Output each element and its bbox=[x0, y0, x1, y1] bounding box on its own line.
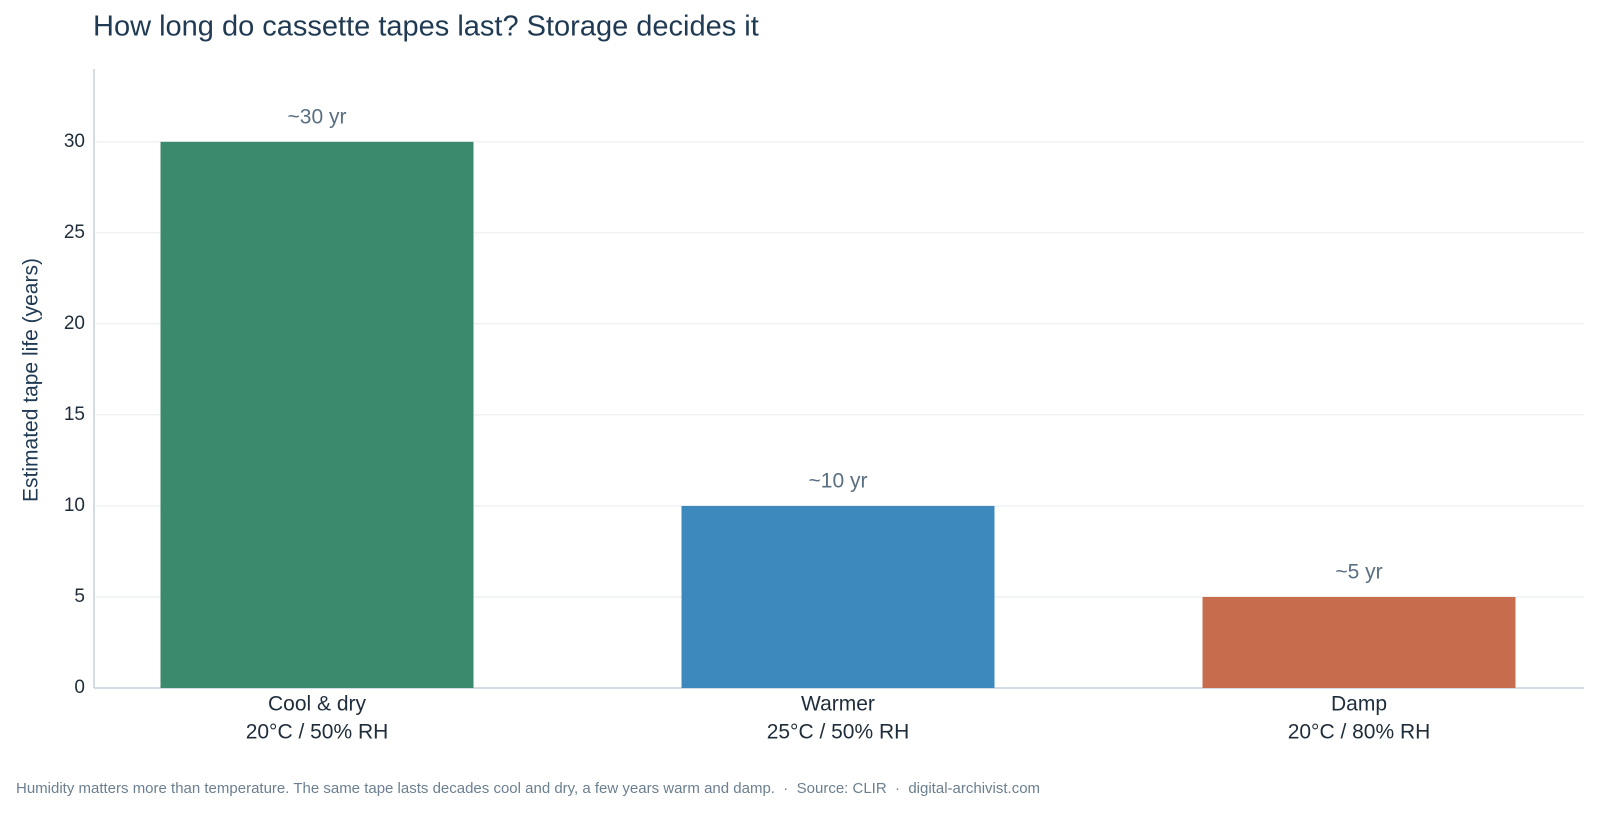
y-tick-label: 0 bbox=[74, 677, 85, 698]
x-tick-label: Warmer bbox=[801, 693, 875, 716]
value-label: ~5 yr bbox=[1335, 561, 1382, 584]
x-tick-label: 25°C / 50% RH bbox=[767, 721, 910, 744]
x-tick-label: 20°C / 50% RH bbox=[246, 721, 389, 744]
y-tick-label: 30 bbox=[64, 131, 85, 152]
x-tick-label: 20°C / 80% RH bbox=[1288, 721, 1431, 744]
bar bbox=[160, 141, 474, 688]
bar bbox=[1202, 596, 1516, 688]
x-tick-label: Cool & dry bbox=[268, 693, 367, 716]
bar bbox=[681, 505, 995, 688]
chart-title: How long do cassette tapes last? Storage… bbox=[93, 11, 759, 43]
y-tick-label: 20 bbox=[64, 313, 85, 334]
value-label: ~30 yr bbox=[288, 105, 347, 128]
y-tick-label: 15 bbox=[64, 404, 85, 425]
value-label: ~10 yr bbox=[809, 469, 868, 492]
x-tick-label: Damp bbox=[1331, 693, 1387, 716]
y-tick-label: 25 bbox=[64, 222, 85, 243]
y-tick-label: 10 bbox=[64, 495, 85, 516]
y-axis-title: Estimated tape life (years) bbox=[20, 258, 43, 502]
footnote: Humidity matters more than temperature. … bbox=[16, 780, 1040, 797]
y-tick-label: 5 bbox=[74, 586, 85, 607]
